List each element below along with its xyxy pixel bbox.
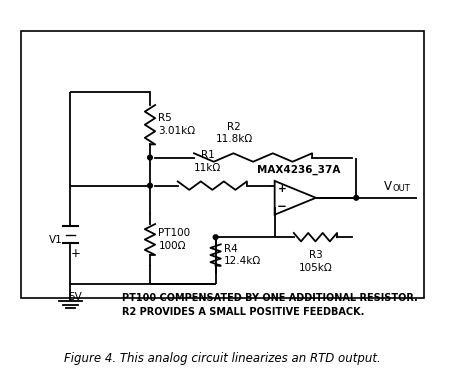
Text: PT100 COMPENSATED BY ONE ADDITIONAL RESISTOR.
R2 PROVIDES A SMALL POSITIVE FEEDB: PT100 COMPENSATED BY ONE ADDITIONAL RESI… xyxy=(122,293,418,317)
Text: R5
3.01kΩ: R5 3.01kΩ xyxy=(158,113,196,136)
Circle shape xyxy=(147,155,152,160)
Text: V1: V1 xyxy=(48,234,62,245)
Text: R4
12.4kΩ: R4 12.4kΩ xyxy=(224,244,261,266)
Text: +: + xyxy=(278,184,286,194)
Text: MAX4236_37A: MAX4236_37A xyxy=(257,165,341,176)
Text: Figure 4. This analog circuit linearizes an RTD output.: Figure 4. This analog circuit linearizes… xyxy=(64,352,381,365)
Circle shape xyxy=(354,195,358,200)
Text: R2
11.8kΩ: R2 11.8kΩ xyxy=(216,122,253,144)
FancyBboxPatch shape xyxy=(21,31,424,298)
Text: PT100
100Ω: PT100 100Ω xyxy=(158,228,191,251)
Text: −: − xyxy=(277,200,287,213)
Text: R1
11kΩ: R1 11kΩ xyxy=(194,150,221,172)
Circle shape xyxy=(147,183,152,188)
Text: V: V xyxy=(384,180,392,193)
Text: R3
105kΩ: R3 105kΩ xyxy=(299,250,332,273)
Text: 5V: 5V xyxy=(68,292,82,302)
Text: OUT: OUT xyxy=(393,184,410,193)
Text: +: + xyxy=(71,247,81,260)
Circle shape xyxy=(213,235,218,239)
